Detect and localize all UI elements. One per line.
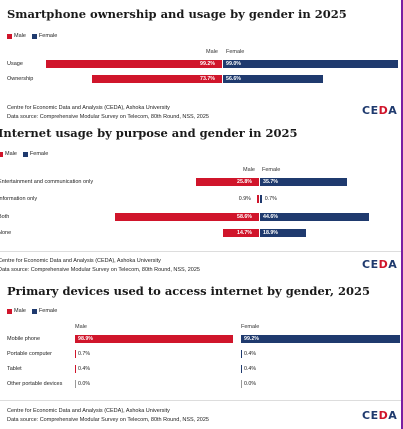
row-label: None	[0, 230, 12, 236]
legend-label-female: Female	[38, 33, 58, 39]
legend-item-male: Male	[7, 33, 26, 39]
legend-swatch-male	[7, 308, 12, 314]
page-edge	[401, 0, 403, 429]
bar-male	[115, 213, 259, 221]
bar-female	[223, 75, 324, 83]
bar-female	[260, 195, 262, 203]
footer-source-line2: Data source: Comprehensive Modular Surve…	[0, 267, 200, 273]
legend-label-male: Male	[14, 33, 26, 39]
value-label-male: 0.9%	[238, 196, 251, 202]
footer-source-line2: Data source: Comprehensive Modular Surve…	[7, 114, 209, 120]
value-label-female: 35.7%	[263, 179, 279, 185]
value-label-female: 18.9%	[263, 230, 279, 236]
bar-male	[91, 75, 222, 83]
bar-female	[260, 213, 370, 221]
value-label-female: 0.4%	[244, 351, 257, 357]
value-label-female: 56.6%	[226, 76, 242, 82]
legend-label-male: Male	[14, 308, 26, 314]
bar-male	[195, 178, 259, 186]
column-header-female: Female	[241, 324, 260, 330]
value-label-male: 58.6%	[237, 214, 253, 220]
bar-male	[75, 350, 76, 358]
bar-male	[46, 60, 222, 68]
chart-title: Internet usage by purpose and gender in …	[0, 126, 298, 140]
legend-swatch-female	[22, 151, 28, 157]
row-label: Entertainment and communication only	[0, 179, 94, 185]
row-label: Tablet	[7, 366, 22, 372]
bar-male	[75, 335, 234, 343]
legend-item-male: Male	[0, 151, 17, 157]
value-label-male: 0.4%	[78, 366, 91, 372]
footer-divider	[0, 251, 403, 252]
row-label: Mobile phone	[7, 336, 41, 342]
bar-female	[241, 365, 242, 373]
legend: Male Female	[7, 33, 63, 39]
value-label-male: 99.2%	[200, 61, 216, 67]
value-label-female: 99.2%	[244, 336, 260, 342]
legend-swatch-female	[31, 33, 37, 39]
row-label: Information only	[0, 196, 38, 202]
value-label-female: 0.4%	[244, 366, 257, 372]
legend-label-female: Female	[38, 308, 58, 314]
row-label: Other portable devices	[7, 381, 63, 387]
bar-male	[256, 195, 259, 203]
value-label-male: 0.0%	[78, 381, 91, 387]
ceda-logo: CEDA	[362, 104, 398, 117]
chart-panel-purpose: Internet usage by purpose and gender in …	[0, 125, 403, 276]
legend-item-male: Male	[7, 308, 26, 314]
row-label: Usage	[7, 61, 23, 67]
legend-swatch-male	[0, 151, 3, 157]
legend-item-female: Female	[22, 151, 49, 157]
bar-female	[241, 350, 242, 358]
value-label-female: 0.7%	[264, 196, 277, 202]
ceda-logo: CEDA	[362, 409, 398, 422]
legend-label-female: Female	[29, 151, 49, 157]
row-label: Ownership	[7, 76, 34, 82]
chart-panel-smartphone: Smartphone ownership and usage by gender…	[0, 0, 403, 125]
value-label-male: 0.7%	[78, 351, 91, 357]
legend-item-female: Female	[31, 308, 58, 314]
value-label-male: 14.7%	[237, 230, 253, 236]
column-header-male: Male	[243, 167, 255, 173]
value-label-female: 99.0%	[226, 61, 242, 67]
chart-title: Smartphone ownership and usage by gender…	[7, 7, 347, 21]
bar-male	[222, 229, 259, 237]
bar-female	[241, 335, 400, 343]
legend-swatch-female	[31, 308, 37, 314]
value-label-female: 44.6%	[263, 214, 279, 220]
bar-male	[75, 380, 76, 388]
column-header-male: Male	[75, 324, 87, 330]
value-label-male: 25.8%	[237, 179, 253, 185]
value-label-male: 73.7%	[200, 76, 216, 82]
column-header-female: Female	[226, 49, 245, 55]
legend-label-male: Male	[5, 151, 17, 157]
legend-swatch-male	[7, 33, 12, 39]
footer-source-line1: Centre for Economic Data and Analysis (C…	[7, 408, 170, 414]
footer-source-line1: Centre for Economic Data and Analysis (C…	[0, 258, 161, 264]
bar-female	[260, 178, 348, 186]
column-header-male: Male	[206, 49, 218, 55]
bar-male	[75, 365, 76, 373]
footer-source-line1: Centre for Economic Data and Analysis (C…	[7, 105, 170, 111]
chart-panel-devices: Primary devices used to access internet …	[0, 276, 403, 429]
legend-item-female: Female	[31, 33, 58, 39]
ceda-logo: CEDA	[362, 258, 398, 271]
legend: Male Female	[0, 151, 54, 157]
footer-source-line2: Data source: Comprehensive Modular Surve…	[7, 417, 209, 423]
bar-female	[241, 380, 242, 388]
bar-female	[223, 60, 399, 68]
footer-divider	[0, 400, 403, 401]
value-label-male: 98.9%	[78, 336, 94, 342]
row-label: Portable computer	[7, 351, 52, 357]
row-label: Both	[0, 214, 10, 220]
chart-title: Primary devices used to access internet …	[7, 284, 371, 298]
legend: Male Female	[7, 308, 63, 314]
value-label-female: 0.0%	[244, 381, 257, 387]
column-header-female: Female	[262, 167, 281, 173]
bar-female	[260, 229, 307, 237]
